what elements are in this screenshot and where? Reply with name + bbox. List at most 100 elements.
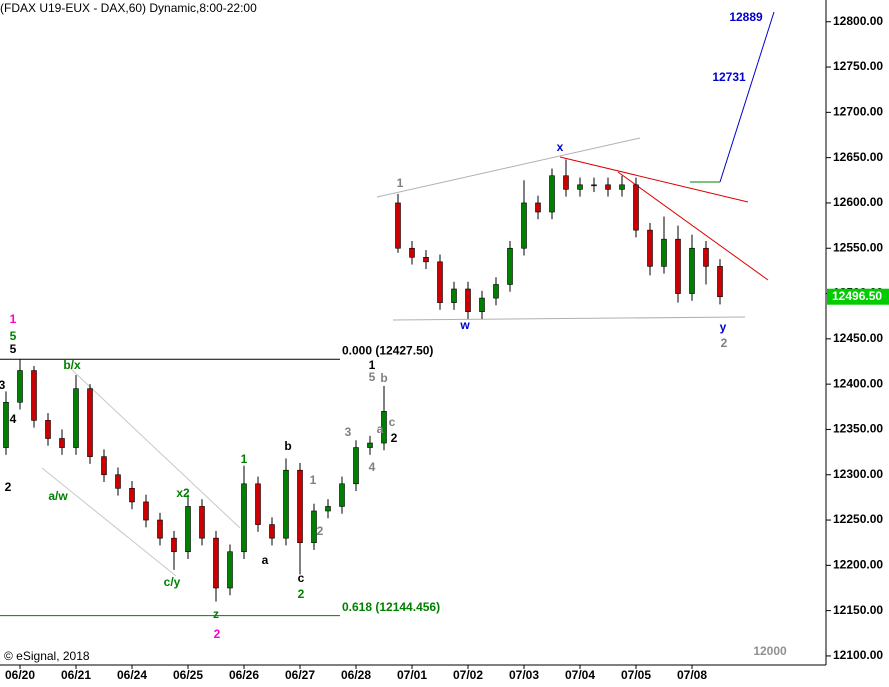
y-tick-label: 12400.00: [833, 376, 883, 390]
candle-body: [325, 506, 331, 512]
annotation: 1: [10, 312, 17, 326]
projection-line: [719, 11, 775, 183]
last-price-box: [827, 288, 889, 305]
x-tick-label: 06/25: [173, 668, 203, 682]
y-tick-label: 12450.00: [833, 331, 883, 345]
y-tick-label: 12700.00: [833, 105, 883, 119]
annotation: 5: [10, 342, 17, 356]
annotation: 2: [298, 587, 305, 601]
channel-line: [69, 367, 241, 529]
candle-body: [353, 447, 359, 485]
candle-body: [199, 506, 205, 539]
annotation: 1: [241, 452, 248, 466]
candle-body: [59, 438, 65, 448]
annotation: 3: [0, 378, 6, 392]
candle-body: [367, 442, 373, 448]
candle-body: [297, 469, 303, 543]
annotation: 2: [214, 627, 221, 641]
annotation: 1: [397, 176, 404, 190]
y-tick-label: 12200.00: [833, 558, 883, 572]
y-tick-label: 12350.00: [833, 422, 883, 436]
annotation: 2: [317, 524, 324, 538]
candles: [3, 159, 723, 602]
candle-body: [3, 401, 9, 448]
annotation: z: [213, 607, 219, 621]
fib-label: 0.000 (12427.50): [342, 343, 433, 357]
annotation: 4: [10, 412, 17, 426]
x-tick-label: 07/03: [509, 668, 539, 682]
annotation: 2: [721, 336, 728, 350]
candle-body: [31, 370, 37, 421]
trend-line: [376, 137, 641, 198]
annotation: c/y: [164, 575, 181, 589]
trend-line: [617, 171, 769, 281]
annotation: 4: [369, 460, 376, 474]
candle-body: [129, 488, 135, 503]
candle-body: [437, 261, 443, 303]
x-tick-label: 07/04: [565, 668, 595, 682]
candle-body: [185, 506, 191, 553]
y-tick-label: 12150.00: [833, 603, 883, 617]
annotation: c: [389, 415, 396, 429]
annotation: 12000: [753, 644, 787, 658]
annotation: 2: [391, 431, 398, 445]
candle-body: [143, 501, 149, 521]
candle-body: [493, 284, 499, 299]
candle-body: [269, 524, 275, 539]
annotation: 2: [5, 480, 12, 494]
candle-body: [381, 411, 387, 444]
y-tick-label: 12300.00: [833, 467, 883, 481]
annotation: y: [720, 320, 727, 334]
annotation: a: [377, 422, 384, 436]
candle-body: [45, 420, 51, 439]
candle-body: [577, 184, 583, 190]
annotation: 5: [369, 370, 376, 384]
candle-body: [507, 247, 513, 285]
candle-body: [465, 288, 471, 312]
y-tick-label: 12750.00: [833, 59, 883, 73]
candle-body: [563, 175, 569, 190]
candle-body: [661, 238, 667, 267]
annotation: 12731: [712, 70, 746, 84]
candle-body: [647, 229, 653, 267]
x-tick-label: 07/01: [397, 668, 427, 682]
candle-body: [157, 519, 163, 539]
candle-body: [605, 184, 611, 190]
candle-body: [535, 202, 541, 213]
trend-line: [392, 316, 746, 321]
y-tick-label: 12250.00: [833, 512, 883, 526]
candle-body: [633, 184, 639, 231]
x-tick-label: 06/27: [285, 668, 315, 682]
candle-body: [311, 510, 317, 543]
annotation: a/w: [48, 489, 68, 503]
candle-body: [213, 537, 219, 589]
x-tick-label: 06/26: [229, 668, 259, 682]
trend-line: [559, 156, 749, 203]
candle-body: [717, 266, 723, 298]
candle-body: [591, 184, 597, 187]
y-tick-label: 12550.00: [833, 240, 883, 254]
annotation: c: [298, 571, 305, 585]
last-price-label: 12496.50: [832, 289, 882, 303]
candle-body: [451, 288, 457, 303]
x-tick-label: 06/21: [61, 668, 91, 682]
candle-body: [619, 184, 625, 190]
y-tick-label: 12800.00: [833, 14, 883, 28]
candle-body: [339, 483, 345, 507]
annotation: © eSignal, 2018: [4, 649, 90, 663]
x-tick-label: 07/05: [621, 668, 651, 682]
annotation: 12889: [729, 10, 763, 24]
x-tick-label: 07/08: [677, 668, 707, 682]
annotation: b: [284, 439, 291, 453]
candle-body: [17, 370, 23, 403]
candle-body: [115, 474, 121, 489]
annotation: 3: [345, 425, 352, 439]
y-tick-label: 12600.00: [833, 195, 883, 209]
candle-body: [479, 297, 485, 312]
candle-body: [521, 202, 527, 249]
annotation: x: [557, 140, 564, 154]
x-tick-label: 07/02: [453, 668, 483, 682]
annotation: a: [262, 553, 269, 567]
